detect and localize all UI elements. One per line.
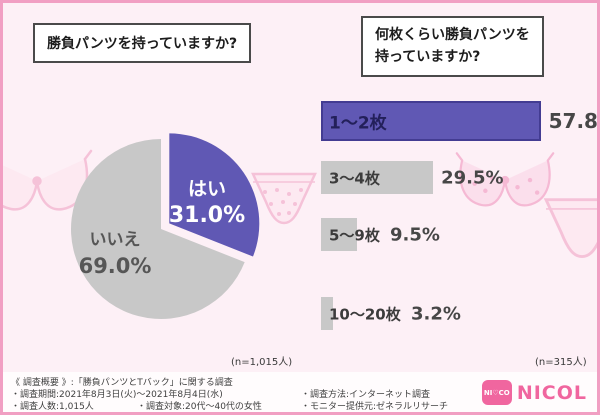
nicol-wordmark: NICOL (516, 381, 587, 404)
bar-percentage: 29.5% (441, 167, 504, 188)
pie-label-no: いいえ (90, 230, 141, 250)
survey-overview-footer: 《 調査概要 》:「勝負パンツとTバック」に関する調査 ・調査期間:2021年8… (3, 372, 597, 412)
pie-labels-yes: はい 31.0% (169, 178, 245, 228)
nicol-logo: NI♡CO NICOL (481, 380, 587, 405)
pie-sample-note: (n=1,015人) (231, 357, 293, 368)
survey-overview-title: 《 調査概要 》:「勝負パンツとTバック」に関する調査 (11, 378, 233, 388)
bar-label: 5〜9枚 (329, 226, 380, 244)
survey-method: ・調査方法:インターネット調査 (301, 390, 431, 400)
bar-percentage: 3.2% (411, 303, 461, 324)
survey-target: ・調査対象:20代〜40代の女性 (137, 402, 262, 412)
bar-percentage: 57.8% (548, 109, 598, 133)
pie-label-yes: はい (188, 178, 226, 200)
bar-label: 3〜4枚 (329, 169, 380, 187)
bar-chart: 1〜2枚 57.8% 3〜4枚 29.5% 5〜9枚 9.5% 10〜20枚 3.2% (321, 101, 598, 354)
bar-label: 10〜20枚 (329, 305, 401, 323)
survey-period: ・調査期間:2021年8月3日(火)〜2021年8月4日(水) (11, 390, 223, 400)
panties-illustration-center (251, 172, 317, 225)
bar-row: 10〜20枚 3.2% (321, 297, 597, 330)
question-box-left: 勝負パンツを持っていますか? (33, 23, 252, 63)
bar (321, 218, 358, 251)
nicol-badge-text: NI♡CO (483, 388, 510, 397)
pie-label-no-pct: 69.0% (79, 254, 152, 278)
pie-slice-no (70, 139, 245, 319)
bar-row: 3〜4枚 29.5% (321, 161, 597, 194)
bar-percentage: 9.5% (390, 224, 440, 245)
bar-row: 1〜2枚 57.8% (321, 101, 598, 141)
pie-slice-yes (169, 133, 260, 257)
bar (321, 161, 434, 194)
bar-label: 1〜2枚 (329, 113, 387, 134)
bar (321, 297, 334, 330)
question-right-line1: 何枚くらい勝負パンツを (375, 27, 530, 43)
pie-labels-no: いいえ 69.0% (79, 230, 152, 278)
pie-chart: はい 31.0% いいえ 69.0% (70, 133, 260, 319)
bar-row: 5〜9枚 9.5% (321, 218, 597, 251)
question-right-line2: 持っていますか? (375, 48, 481, 65)
bra-illustration-left (3, 149, 93, 211)
panties-illustration-right (543, 198, 597, 259)
pie-label-yes-pct: 31.0% (169, 203, 245, 228)
survey-provider: ・モニター提供元:ゼネラルリサーチ (301, 402, 449, 412)
question-box-right: 何枚くらい勝負パンツを 持っていますか? (361, 16, 544, 78)
survey-count: ・調査人数:1,015人 (11, 402, 94, 412)
nicol-badge-icon: NI♡CO (481, 380, 512, 405)
bra-illustration-right (455, 152, 555, 207)
bar (321, 101, 541, 141)
question-left-text: 勝負パンツを持っていますか? (47, 36, 238, 52)
bar-sample-note: (n=315人) (535, 357, 587, 368)
